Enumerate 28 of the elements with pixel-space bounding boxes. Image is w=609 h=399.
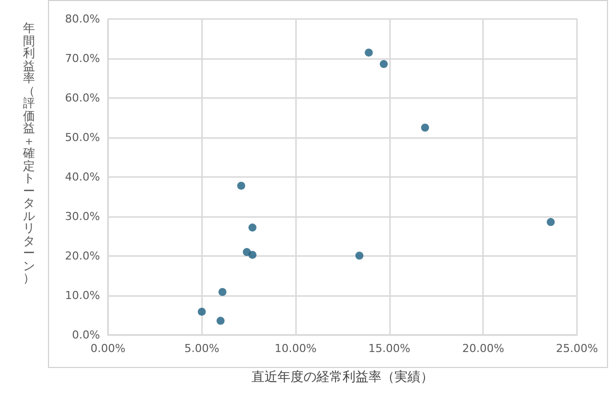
point xyxy=(546,218,555,226)
y-tick-label: 50.0% xyxy=(65,131,100,144)
x-tick-label: 0.00% xyxy=(90,342,126,355)
y-tick-label: 0.0% xyxy=(72,328,100,342)
y-tick-label: 20.0% xyxy=(65,250,100,262)
x-tick-label: 5.00% xyxy=(184,342,220,355)
y-tick-label: 30.0% xyxy=(65,210,100,223)
x-tick-label: 15.00% xyxy=(368,342,410,355)
y-tick-label: 60.0% xyxy=(65,92,100,104)
x-tick-label: 25.00% xyxy=(556,342,598,355)
point xyxy=(198,308,206,316)
x-tick-label: 20.00% xyxy=(462,342,504,355)
text: 年間利益率（評価益＋確定トータルリターン） xyxy=(23,21,35,285)
y-tick-label: 80.0% xyxy=(65,12,100,26)
point xyxy=(355,252,364,260)
x-tick-label: 10.00% xyxy=(274,342,317,355)
point xyxy=(237,182,246,190)
point xyxy=(380,60,388,68)
point xyxy=(218,288,226,296)
point xyxy=(248,250,256,259)
y-tick-label: 10.0% xyxy=(65,289,100,302)
y-tick-label: 40.0% xyxy=(65,170,100,184)
point xyxy=(421,124,430,132)
x-axis-title: 直近年度の経常利益率（実績） xyxy=(252,369,434,385)
y-tick-label: 70.0% xyxy=(65,52,100,65)
point xyxy=(364,48,373,57)
point xyxy=(248,224,256,232)
point xyxy=(216,316,225,325)
